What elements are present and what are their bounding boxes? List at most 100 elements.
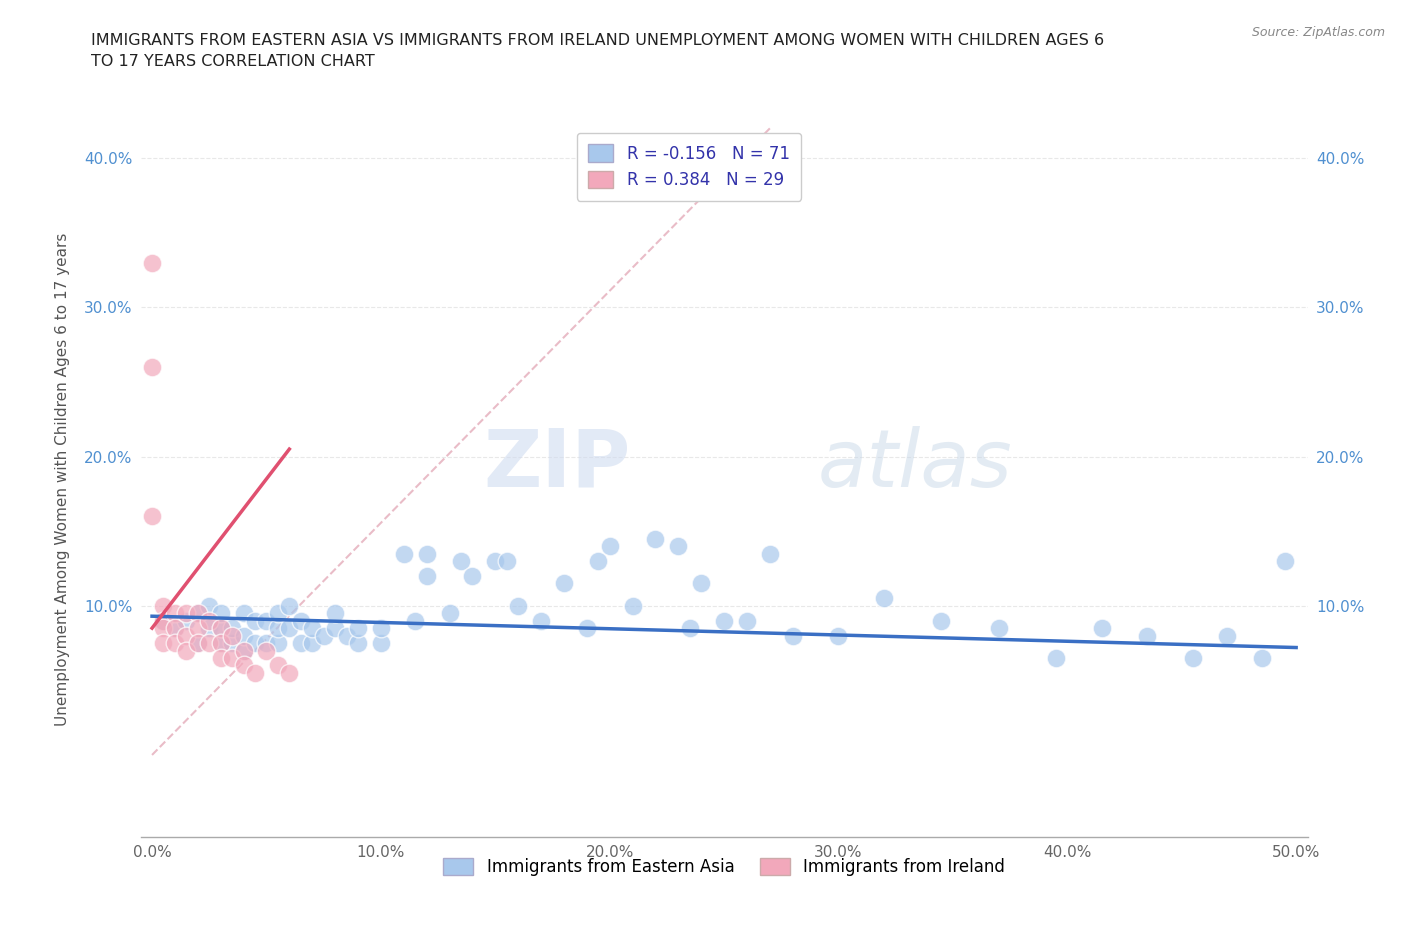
Point (232, 643, 254, 658)
Point (690, 576, 713, 591)
Point (232, 628, 254, 643)
Point (323, 620, 346, 635)
Point (163, 605, 186, 620)
Point (290, 613, 312, 628)
Point (644, 531, 666, 546)
Point (163, 635, 186, 650)
Point (666, 538, 689, 553)
Point (586, 553, 609, 568)
Point (1216, 628, 1239, 643)
Point (392, 546, 415, 561)
Point (209, 620, 232, 635)
Point (152, 620, 174, 635)
Point (198, 620, 221, 635)
Point (450, 553, 472, 568)
Point (256, 643, 278, 658)
Point (873, 591, 896, 605)
Point (1091, 620, 1114, 635)
Point (553, 576, 575, 591)
Y-axis label: Unemployment Among Women with Children Ages 6 to 17 years: Unemployment Among Women with Children A… (55, 232, 70, 725)
Point (323, 605, 346, 620)
Point (209, 651, 232, 666)
Point (267, 605, 290, 620)
Point (461, 568, 484, 583)
Point (404, 613, 426, 628)
Point (782, 628, 804, 643)
Point (415, 546, 437, 561)
Point (141, 509, 163, 524)
Point (198, 635, 221, 650)
Point (243, 666, 266, 681)
Point (827, 628, 849, 643)
Point (599, 538, 621, 553)
Point (370, 620, 392, 635)
Point (221, 635, 243, 650)
Point (163, 620, 186, 635)
Point (232, 658, 254, 673)
Point (198, 613, 221, 628)
Point (176, 605, 198, 620)
Point (221, 651, 243, 666)
Point (141, 255, 163, 270)
Point (256, 613, 278, 628)
Point (209, 605, 232, 620)
Point (735, 613, 758, 628)
Point (187, 635, 209, 650)
Point (187, 605, 209, 620)
Point (232, 643, 254, 658)
Point (759, 546, 782, 561)
Point (370, 635, 392, 650)
Point (243, 635, 266, 650)
Point (931, 613, 953, 628)
Point (209, 635, 232, 650)
Point (347, 620, 370, 635)
Point (495, 553, 517, 568)
Point (243, 613, 266, 628)
Point (176, 628, 198, 643)
Point (713, 613, 735, 628)
Point (415, 568, 437, 583)
Point (621, 598, 644, 613)
Point (335, 628, 357, 643)
Point (152, 613, 174, 628)
Point (267, 635, 290, 650)
Point (141, 360, 163, 375)
Point (508, 598, 530, 613)
Point (187, 635, 209, 650)
Point (1045, 651, 1067, 666)
Point (575, 620, 598, 635)
Point (484, 553, 506, 568)
Point (198, 598, 221, 613)
Point (987, 620, 1010, 635)
Point (278, 620, 301, 635)
Legend: Immigrants from Eastern Asia, Immigrants from Ireland: Immigrants from Eastern Asia, Immigrants… (437, 851, 1011, 883)
Point (152, 613, 174, 628)
Point (1250, 651, 1272, 666)
Point (232, 605, 254, 620)
Point (439, 605, 461, 620)
Point (290, 635, 312, 650)
Point (221, 620, 243, 635)
Text: ZIP: ZIP (484, 426, 631, 504)
Point (163, 620, 186, 635)
Text: atlas: atlas (817, 426, 1012, 504)
Point (530, 613, 553, 628)
Point (1274, 553, 1296, 568)
Point (221, 628, 243, 643)
Text: IMMIGRANTS FROM EASTERN ASIA VS IMMIGRANTS FROM IRELAND UNEMPLOYMENT AMONG WOMEN: IMMIGRANTS FROM EASTERN ASIA VS IMMIGRAN… (91, 33, 1105, 69)
Point (278, 598, 301, 613)
Point (347, 635, 370, 650)
Point (152, 635, 174, 650)
Point (301, 635, 323, 650)
Point (267, 658, 290, 673)
Point (209, 635, 232, 650)
Point (176, 613, 198, 628)
Point (267, 620, 290, 635)
Point (187, 620, 209, 635)
Point (176, 643, 198, 658)
Point (1182, 651, 1205, 666)
Point (278, 666, 301, 681)
Point (1136, 628, 1159, 643)
Point (679, 620, 702, 635)
Point (312, 628, 335, 643)
